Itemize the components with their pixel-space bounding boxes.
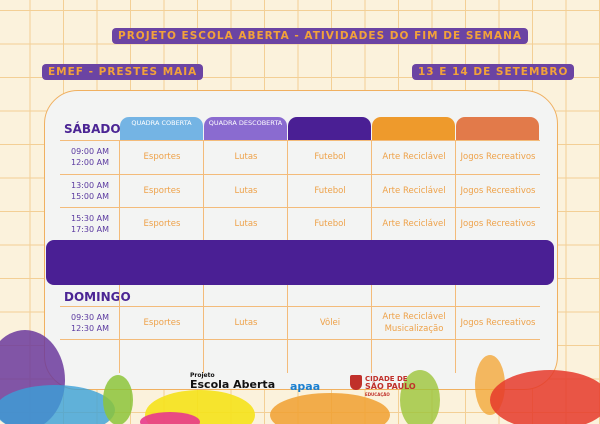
col-divider xyxy=(203,140,204,240)
coat-of-arms-icon xyxy=(350,375,362,390)
activity-cell: Jogos Recreativos xyxy=(460,186,536,196)
activity-cell: Arte Reciclável Musicalização xyxy=(382,312,446,334)
time-range: 15:30 AM 17:30 AM xyxy=(71,214,109,234)
blob-blue xyxy=(0,385,115,424)
blob-lime xyxy=(400,370,440,424)
activity-cell: Arte Reciclável xyxy=(382,219,446,229)
activity-cell: Jogos Recreativos xyxy=(460,152,536,162)
cidade-sao-paulo-logo: CIDADE DE SÃO PAULO EDUCAÇÃO xyxy=(350,375,416,399)
activity-cell: Futebol xyxy=(314,219,346,229)
col-divider xyxy=(371,285,372,373)
column-header xyxy=(456,117,539,140)
day-label-sunday: DOMINGO xyxy=(64,290,131,304)
time-range: 09:00 AM 12:00 AM xyxy=(71,147,109,167)
blob-red xyxy=(490,370,600,424)
column-header xyxy=(372,117,455,140)
column-header: QUADRA COBERTA xyxy=(120,117,203,140)
col-divider xyxy=(455,140,456,240)
col-divider xyxy=(119,140,120,240)
col-divider xyxy=(203,285,204,373)
row-divider xyxy=(60,306,540,307)
column-header xyxy=(288,117,371,140)
dates-banner: 13 E 14 DE SETEMBRO xyxy=(412,64,575,80)
blob-pink xyxy=(140,412,200,424)
activity-cell: Jogos Recreativos xyxy=(460,219,536,229)
divider-bar xyxy=(46,240,554,285)
activity-cell: Futebol xyxy=(314,186,346,196)
decorative-blobs xyxy=(0,330,600,424)
activity-cell: Lutas xyxy=(234,219,258,229)
row-divider xyxy=(60,140,540,141)
activity-cell: Esportes xyxy=(143,318,181,328)
apaa-logo: apaa xyxy=(290,380,321,393)
activity-cell: Lutas xyxy=(234,186,258,196)
activity-cell: Lutas xyxy=(234,318,258,328)
activity-cell: Esportes xyxy=(143,219,181,229)
row-divider xyxy=(60,207,540,208)
col-divider xyxy=(371,140,372,240)
activity-cell: Arte Reciclável xyxy=(382,152,446,162)
activity-cell: Esportes xyxy=(143,186,181,196)
row-divider xyxy=(60,339,540,340)
time-range: 09:30 AM 12:30 AM xyxy=(71,313,109,333)
school-banner: EMEF - PRESTES MAIA xyxy=(42,64,204,80)
col-divider xyxy=(287,285,288,373)
activity-cell: Esportes xyxy=(143,152,181,162)
activity-cell: Lutas xyxy=(234,152,258,162)
col-divider xyxy=(119,285,120,373)
blob-orange xyxy=(270,393,390,424)
col-divider xyxy=(287,140,288,240)
activity-cell: Jogos Recreativos xyxy=(460,318,536,328)
escola-aberta-logo: Projeto Escola Aberta xyxy=(190,372,276,391)
title-banner: PROJETO ESCOLA ABERTA - ATIVIDADES DO FI… xyxy=(112,28,529,44)
activity-cell: Futebol xyxy=(314,152,346,162)
col-divider xyxy=(455,285,456,373)
activity-cell: Arte Reciclável xyxy=(382,186,446,196)
time-range: 13:00 AM 15:00 AM xyxy=(71,181,109,201)
row-divider xyxy=(60,174,540,175)
column-header: QUADRA DESCOBERTA xyxy=(204,117,287,140)
blob-green xyxy=(103,375,133,424)
activity-cell: Vôlei xyxy=(319,318,341,328)
day-label-saturday: SÁBADO xyxy=(64,122,121,136)
